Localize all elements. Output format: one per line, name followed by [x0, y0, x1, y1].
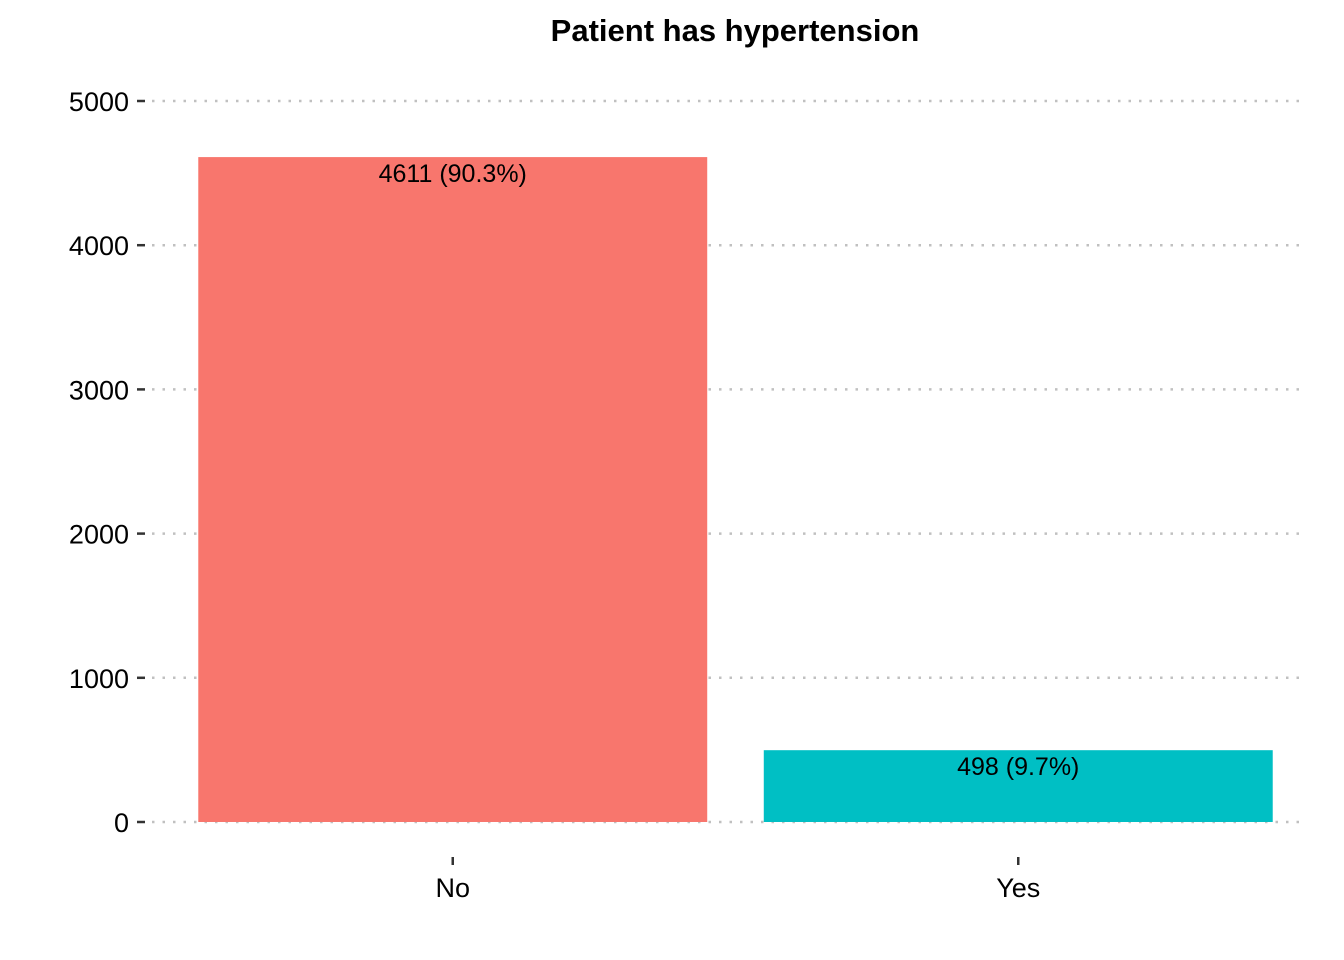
x-axis: No Yes [435, 857, 1040, 903]
y-tick-label: 5000 [69, 87, 129, 117]
bar-yes [763, 750, 1273, 822]
data-label-no: 4611 (90.3%) [379, 160, 527, 188]
bar-no [198, 157, 708, 822]
y-tick-label: 3000 [69, 375, 129, 405]
y-tick-label: 2000 [69, 520, 129, 550]
data-labels: 4611 (90.3%) 498 (9.7%) [379, 160, 1080, 781]
data-label-yes: 498 (9.7%) [957, 753, 1079, 781]
x-tick-label-no: No [435, 873, 470, 903]
bars [198, 157, 1273, 822]
x-tick-label-yes: Yes [996, 873, 1040, 903]
y-tick-label: 0 [114, 808, 129, 838]
y-axis: 0 1000 2000 3000 4000 5000 [69, 87, 145, 838]
y-tick-label: 1000 [69, 664, 129, 694]
chart-title: Patient has hypertension [551, 13, 920, 48]
y-tick-label: 4000 [69, 231, 129, 261]
